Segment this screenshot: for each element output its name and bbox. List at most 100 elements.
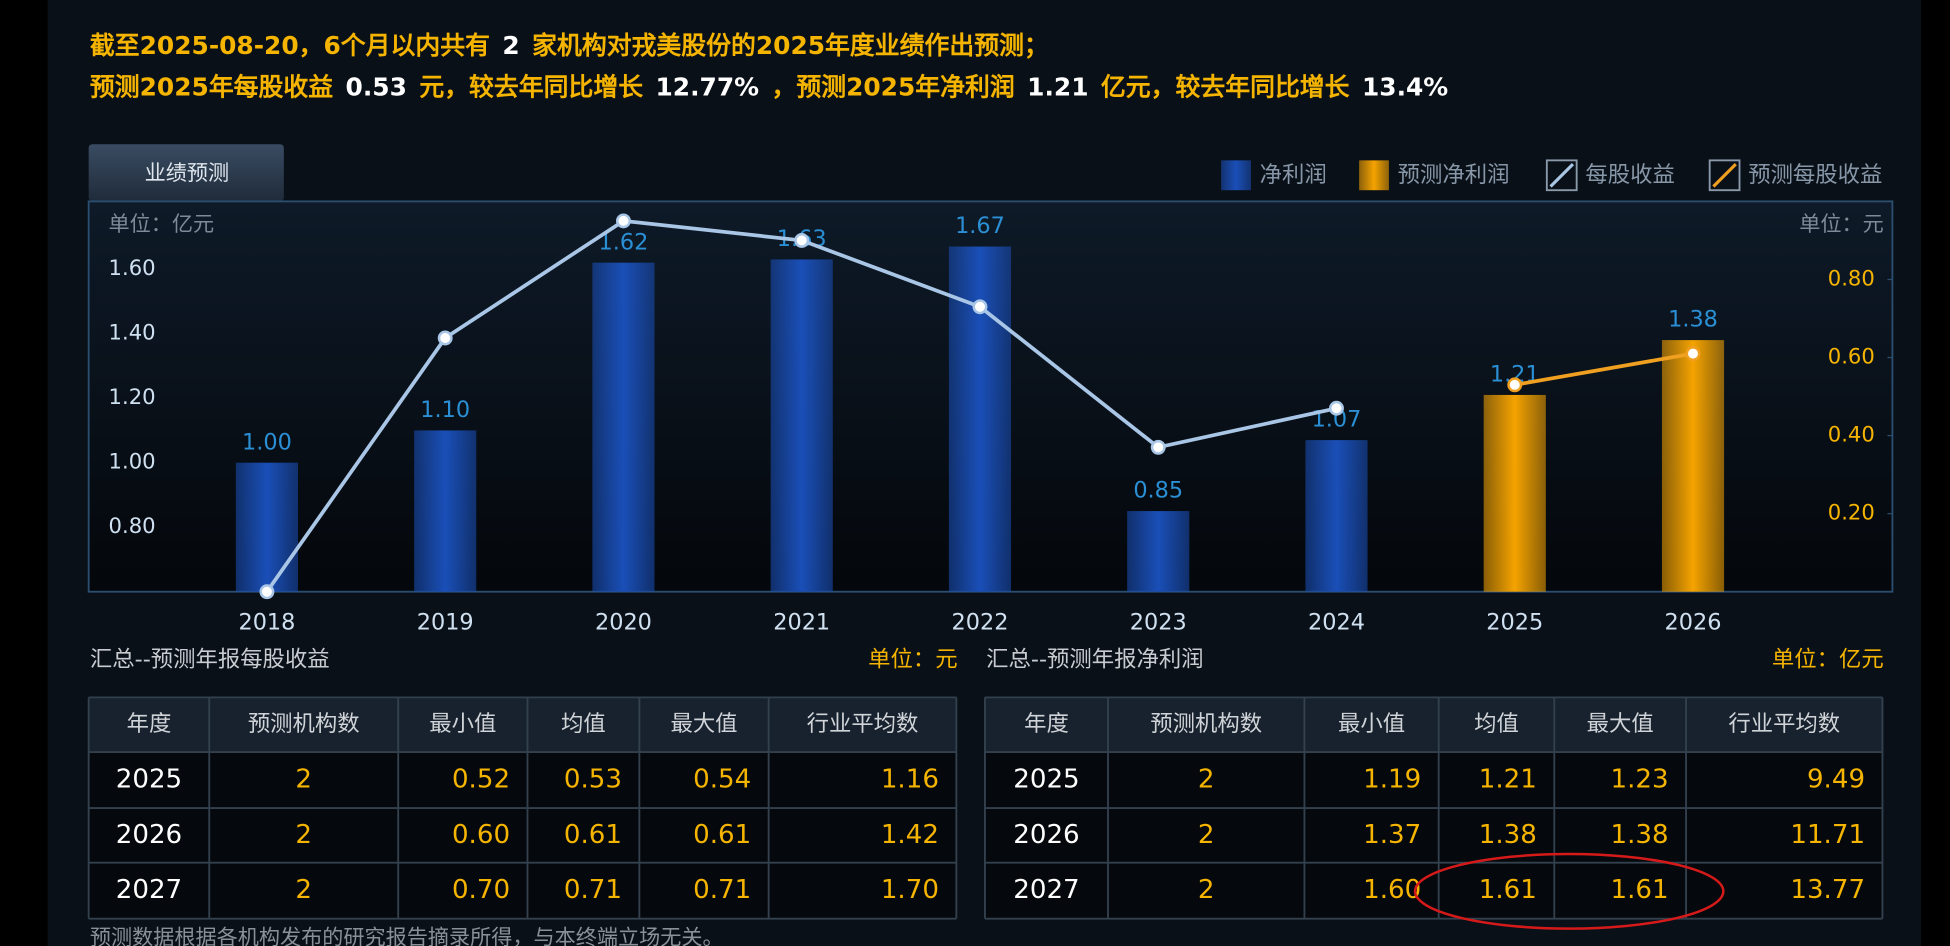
- table-cell: 1.19: [1363, 765, 1421, 795]
- x-tick-label: 2025: [1486, 609, 1543, 635]
- table-cell: 1.37: [1363, 820, 1421, 850]
- table-title: 汇总--预测年报每股收益: [90, 647, 330, 673]
- table-cell: 0.71: [693, 875, 751, 905]
- grid: 0.80 1.00 1.20 1.40 1.60 0.20 0.40 0.60 0.80 2018…: [109, 255, 1893, 635]
- bar-value-label: 1.00: [242, 429, 292, 455]
- header-figure: 2: [502, 31, 519, 60]
- y2-tick-label: 0.20: [1828, 500, 1875, 525]
- table-cell: 0.61: [564, 820, 622, 850]
- table-header-bg: [984, 697, 1883, 753]
- table-cell: 0.54: [693, 765, 751, 795]
- legend-label: 预测每股收益: [1748, 162, 1882, 188]
- table-cell: 2: [295, 875, 312, 905]
- table-title: 汇总--预测年报净利润: [986, 647, 1203, 673]
- legend: 净利润 预测净利润 每股收益 预测每股收益: [1221, 159, 1882, 192]
- header-figure: 13.4%: [1362, 72, 1448, 101]
- header-line: 截至2025-08-20，6个月以内共有 2 家机构对戎美股份的2025年度业绩作出…: [90, 31, 1049, 60]
- bar-value-label: 1.38: [1668, 307, 1718, 333]
- table-cell: 0.53: [564, 765, 622, 795]
- bar: [414, 430, 477, 592]
- legend-label: 预测净利润: [1398, 162, 1510, 188]
- x-tick-label: 2023: [1130, 609, 1187, 635]
- table-header-cell: 年度: [127, 711, 172, 737]
- table-cell: 0.52: [452, 765, 510, 795]
- table-cell: 0.61: [693, 820, 751, 850]
- x-tick-label: 2020: [595, 609, 652, 635]
- header: 截至2025-08-20，6个月以内共有 2 家机构对戎美股份的2025年度业绩作出…: [90, 31, 1448, 101]
- table-cell: 1.38: [1611, 820, 1669, 850]
- line-point: [972, 299, 988, 315]
- x-tick-label: 2019: [417, 609, 474, 635]
- header-figure: 0.53: [346, 72, 407, 101]
- bar: [1305, 440, 1368, 592]
- legend-swatch: [1221, 160, 1251, 191]
- table-cell: 2: [1198, 820, 1215, 850]
- table-cell: 1.61: [1611, 875, 1669, 905]
- y-tick-label: 1.00: [109, 449, 156, 474]
- table-cell: 2: [1198, 765, 1215, 795]
- x-tick-label: 2018: [238, 609, 295, 635]
- marks: 1.001.101.621.631.670.851.071.211.38: [235, 213, 1725, 600]
- table-cell: 2: [1198, 875, 1215, 905]
- table-cell: 0.71: [564, 875, 622, 905]
- table-header-cell: 均值: [561, 711, 606, 737]
- table-cell: 1.60: [1363, 875, 1421, 905]
- table-header-cell: 预测机构数: [1150, 711, 1262, 737]
- y2-tick-label: 0.40: [1828, 422, 1875, 447]
- legend-swatch: [1545, 159, 1578, 192]
- line-point: [259, 584, 275, 600]
- table-cell: 1.70: [881, 875, 939, 905]
- header-text: 截至2025-08-20，6个月以内共有: [90, 31, 490, 60]
- tab-label[interactable]: 业绩预测: [145, 160, 230, 185]
- table-cell: 11.71: [1790, 820, 1865, 850]
- table-cell: 0.60: [452, 820, 510, 850]
- y2-tick-label: 0.80: [1828, 265, 1875, 290]
- line-point: [1685, 346, 1701, 362]
- header-text: 家机构对戎美股份的2025年度业绩作出预测；: [532, 31, 1049, 60]
- table-cell: 2027: [116, 875, 182, 905]
- y2-tick-label: 0.60: [1828, 344, 1875, 369]
- table-header-cell: 行业平均数: [807, 711, 919, 737]
- header-text: 亿元，较去年同比增长: [1101, 72, 1350, 101]
- table-header-cell: 最小值: [1338, 711, 1405, 737]
- bar: [592, 262, 655, 592]
- table-header-bg: [88, 697, 957, 753]
- table-cell: 1.23: [1611, 765, 1669, 795]
- line-point: [1150, 439, 1166, 455]
- header-text: ，: [771, 72, 796, 101]
- legend-swatch: [1708, 159, 1741, 192]
- header-text: 元，较去年同比增长: [419, 72, 643, 101]
- y-tick-label: 1.60: [109, 255, 156, 280]
- line-point: [615, 213, 631, 229]
- table-body-bg: [984, 752, 1883, 919]
- legend-label: 净利润: [1260, 162, 1327, 188]
- y-unit: 单位：亿元: [109, 211, 215, 236]
- table-header-cell: 预测机构数: [248, 711, 360, 737]
- bar-value-label: 0.85: [1133, 478, 1183, 504]
- table-cell: 2025: [116, 765, 182, 795]
- legend-line: [1712, 162, 1737, 188]
- legend-line: [1549, 162, 1575, 188]
- table-header-cell: 最大值: [1587, 711, 1654, 737]
- table-cell: 1.38: [1479, 820, 1537, 850]
- table-cell: 2026: [116, 820, 182, 850]
- table-cell: 2026: [1013, 820, 1079, 850]
- line-point: [1507, 377, 1523, 393]
- table-cell: 1.61: [1479, 875, 1537, 905]
- table-header-cell: 最小值: [429, 711, 496, 737]
- highlight-circle: [1413, 852, 1725, 930]
- legend-swatch: [1359, 160, 1389, 191]
- tab[interactable]: [88, 144, 284, 202]
- table-header-cell: 行业平均数: [1728, 711, 1840, 737]
- table-unit: 单位：元: [868, 647, 957, 673]
- table-unit: 单位：亿元: [1772, 647, 1884, 673]
- line-point: [437, 330, 453, 346]
- x-tick-label: 2022: [952, 609, 1009, 635]
- table-cell: 2025: [1013, 765, 1079, 795]
- x-tick-label: 2021: [773, 609, 830, 635]
- table-cell: 2: [295, 820, 312, 850]
- bar: [1127, 511, 1190, 592]
- table-header-cell: 年度: [1024, 711, 1069, 737]
